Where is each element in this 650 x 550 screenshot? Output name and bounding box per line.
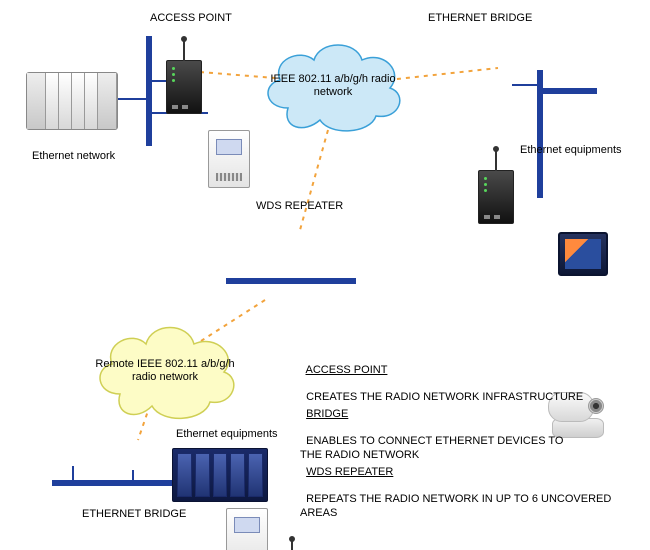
device-ap-router: [166, 60, 202, 114]
device-bridge-router-top: [478, 170, 514, 224]
diagram-canvas: { "labels": { "accessPoint": "ACCESS POI…: [0, 0, 650, 550]
device-hmi-top: [558, 232, 608, 276]
device-chassis: [172, 448, 268, 502]
label-ethernet-bridge-bot: ETHERNET BRIDGE: [82, 508, 186, 522]
legend-bridge-title: BRIDGE: [306, 408, 348, 420]
wire-bridge-router: [512, 84, 539, 86]
wire-bottom-router: [132, 470, 134, 480]
legend-wds: WDS REPEATER REPEATS THE RADIO NETWORK I…: [300, 452, 611, 521]
bus-wds: [226, 278, 356, 284]
antenna-icon: [291, 539, 293, 550]
cloud-top: IEEE 802.11 a/b/g/h radio network: [258, 34, 408, 138]
bus-ap-vertical: [146, 36, 152, 146]
label-ethernet-network: Ethernet network: [32, 150, 115, 164]
device-ap-plc: [208, 130, 250, 188]
wire-bottom-hmi: [72, 466, 74, 480]
label-access-point: ACCESS POINT: [150, 12, 232, 26]
cloud-top-text: IEEE 802.11 a/b/g/h radio network: [258, 73, 408, 99]
wire-rack: [118, 98, 148, 100]
device-wds-plc-left: [226, 508, 268, 550]
label-wds-repeater: WDS REPEATER: [256, 200, 343, 214]
antenna-icon: [183, 39, 185, 61]
antenna-icon: [495, 149, 497, 171]
legend-wds-body: REPEATS THE RADIO NETWORK IN UP TO 6 UNC…: [300, 493, 611, 519]
bus-bridge-h: [537, 88, 597, 94]
legend-ap-title: ACCESS POINT: [306, 364, 388, 376]
label-ethernet-equip-bot: Ethernet equipments: [176, 428, 278, 442]
label-ethernet-bridge-top: ETHERNET BRIDGE: [428, 12, 532, 26]
cloud-bottom-text: Remote IEEE 802.11 a/b/g/h radio network: [90, 358, 240, 384]
device-rack: [26, 72, 118, 130]
cloud-bottom: Remote IEEE 802.11 a/b/g/h radio network: [90, 316, 240, 426]
label-ethernet-equip-top: Ethernet equipments: [520, 144, 622, 158]
legend-wds-title: WDS REPEATER: [306, 466, 393, 478]
